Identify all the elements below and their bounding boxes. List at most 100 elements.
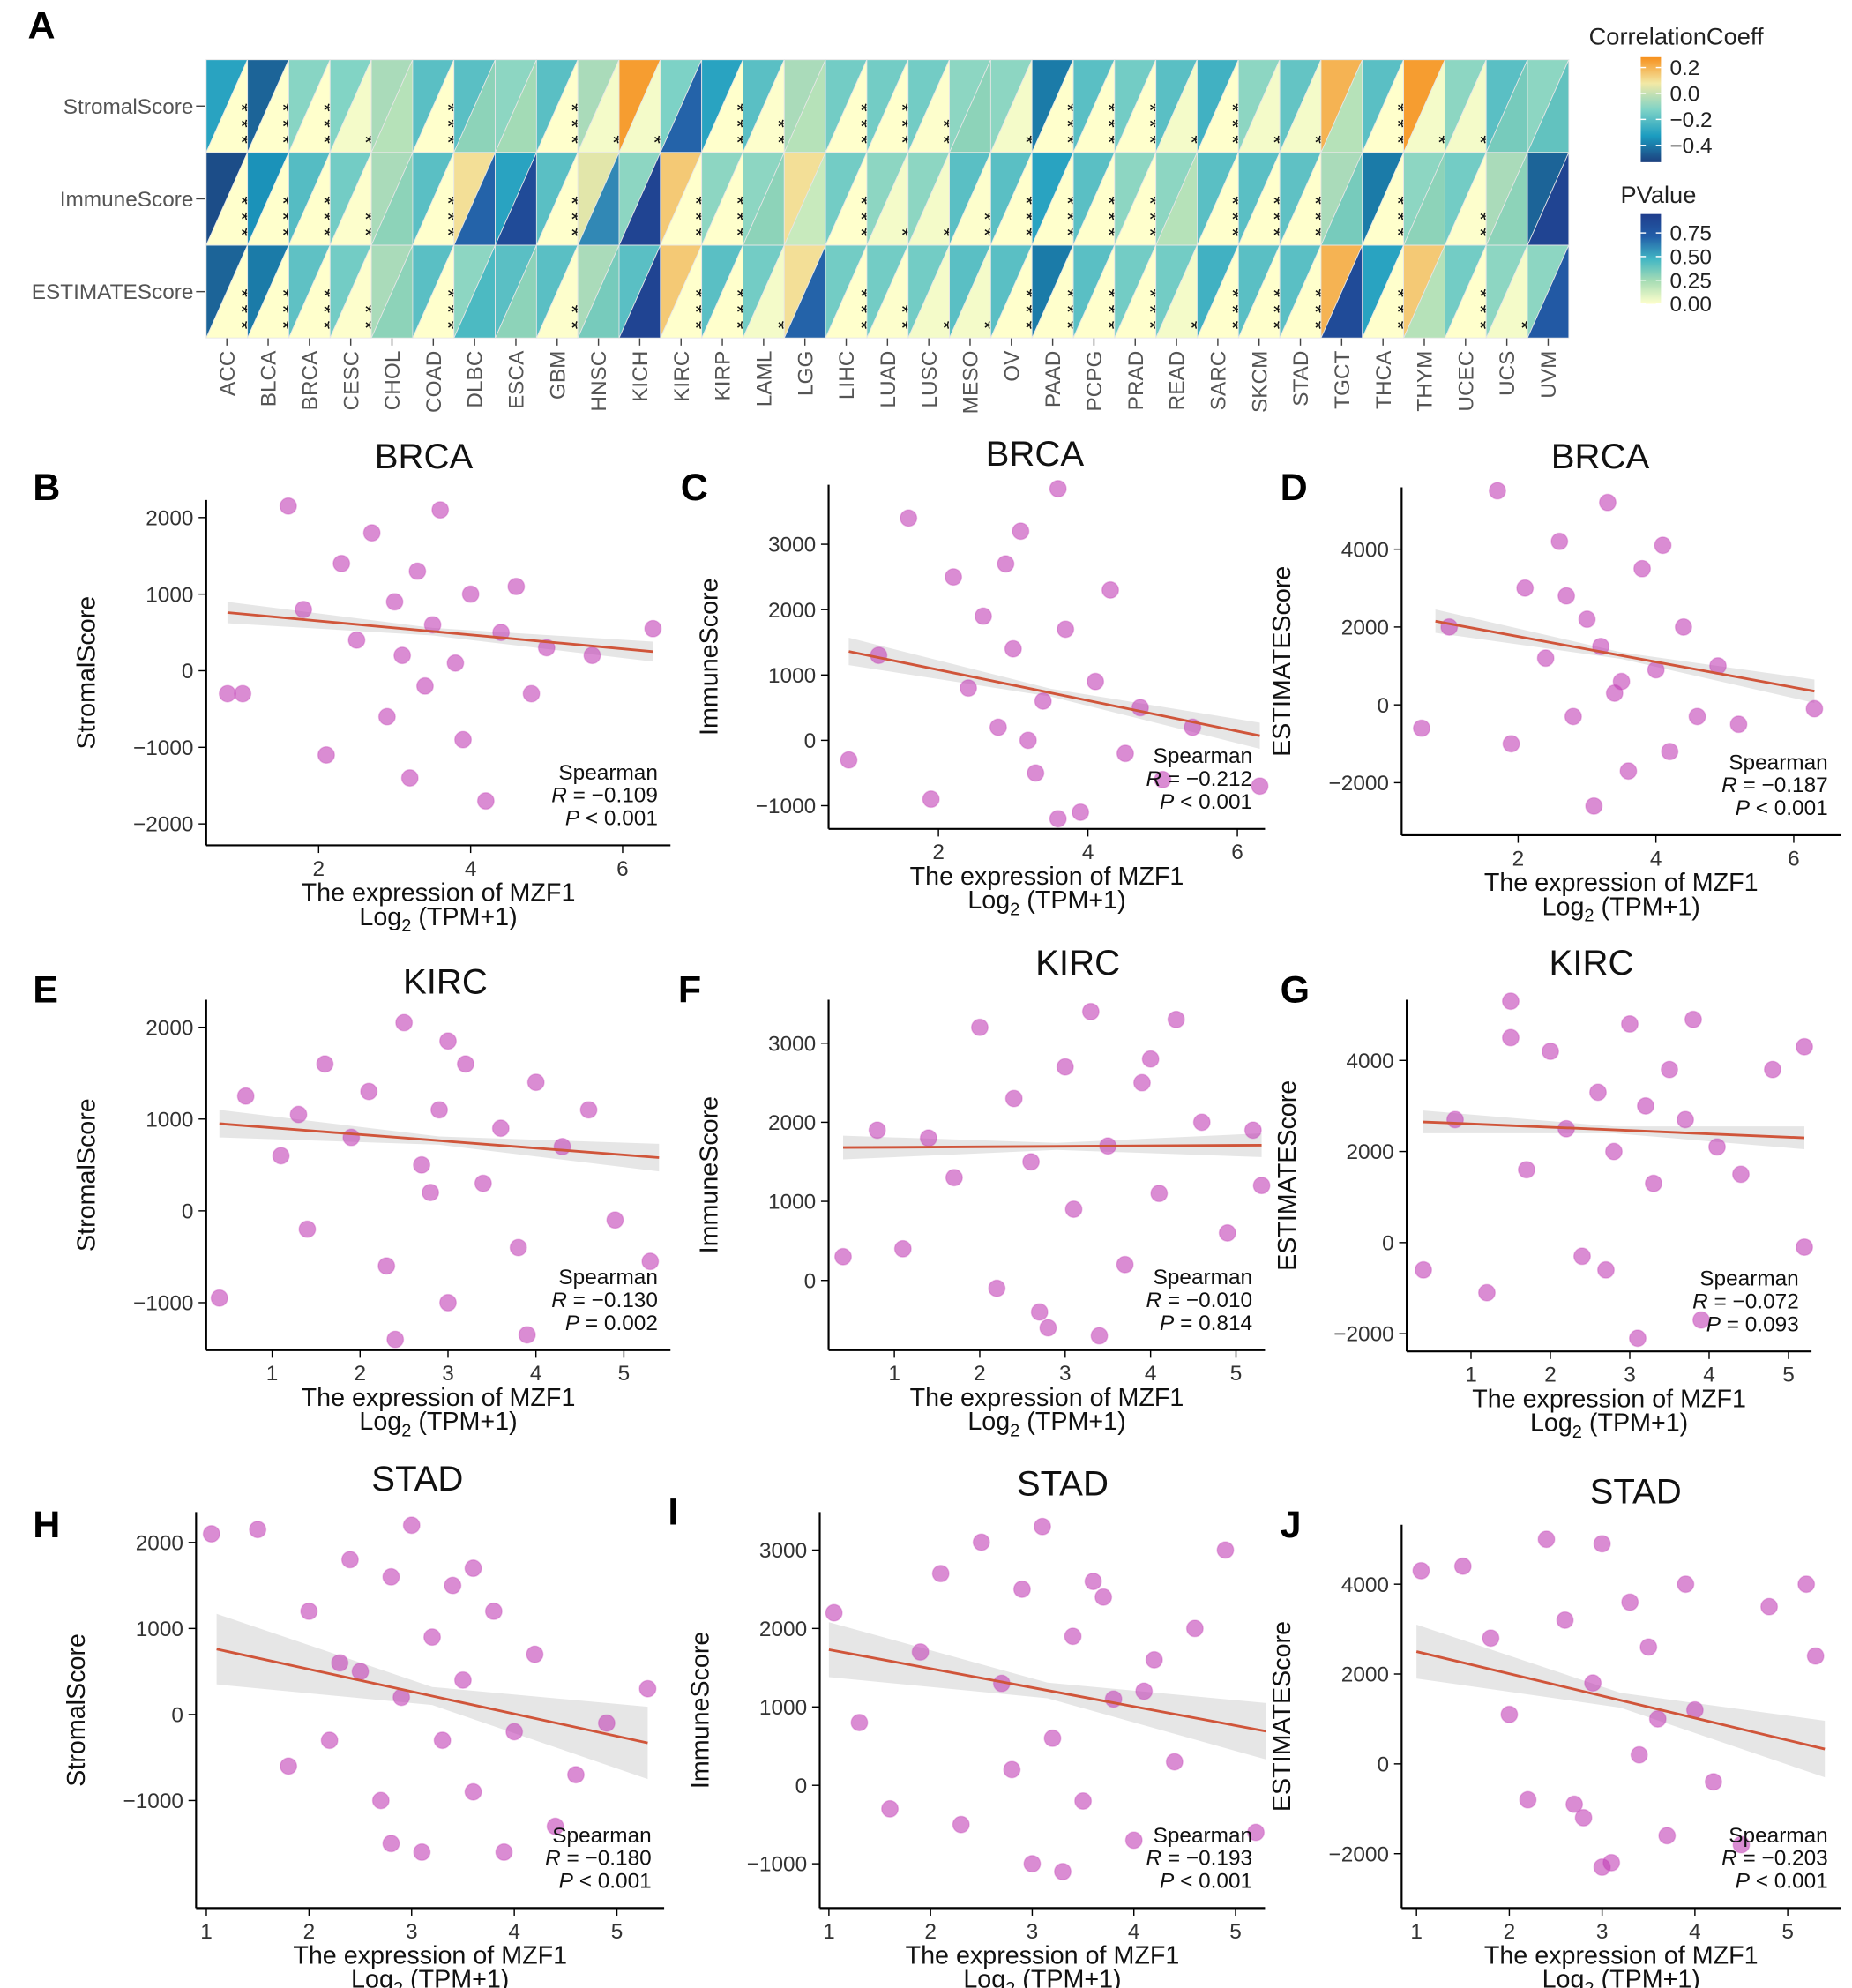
stat-p: P < 0.001 — [1736, 1869, 1828, 1893]
y-tick-label: −1000 — [756, 795, 816, 818]
data-point — [474, 1174, 492, 1192]
y-tick-label: 4000 — [1341, 1573, 1389, 1597]
column-label: PAAD — [1042, 351, 1065, 408]
data-point — [1039, 1319, 1057, 1337]
unit-rest: (TPM+1) — [1019, 1408, 1125, 1436]
data-point — [597, 1714, 616, 1732]
regression-line — [843, 1143, 1262, 1149]
unit-subscript: 2 — [401, 1421, 411, 1440]
x-tick-label: 5 — [611, 1920, 624, 1944]
data-point — [1412, 719, 1431, 737]
stat-p: P < 0.001 — [1160, 790, 1252, 814]
x-axis-unit: Log2 (TPM+1) — [1542, 1966, 1700, 1988]
data-point — [1593, 1535, 1611, 1553]
data-point — [1658, 1827, 1677, 1845]
stat-symbol: P — [1706, 1312, 1721, 1336]
data-point — [1677, 1575, 1695, 1594]
data-point — [433, 1731, 452, 1750]
chart-title: KIRC — [1550, 943, 1634, 983]
data-point — [1019, 731, 1037, 750]
data-point — [1707, 1138, 1727, 1156]
stat-value: = 0.002 — [579, 1312, 658, 1335]
data-point — [1064, 1627, 1082, 1646]
unit-subscript: 2 — [1584, 907, 1594, 926]
legend-tick-label: −0.4 — [1669, 134, 1712, 158]
data-point — [1633, 559, 1652, 578]
data-point — [464, 1559, 482, 1578]
data-point — [279, 497, 297, 515]
data-point — [1648, 1709, 1667, 1728]
x-axis-label: The expression of MZF1 — [302, 1384, 576, 1412]
data-point — [1049, 810, 1067, 828]
x-tick-label: 2 — [974, 1362, 986, 1386]
data-point — [988, 1279, 1006, 1297]
x-axis-label: The expression of MZF1 — [910, 1384, 1184, 1412]
stat-p: P = 0.093 — [1706, 1312, 1799, 1336]
data-point — [1012, 1580, 1031, 1598]
data-point — [1243, 1121, 1262, 1140]
x-tick-label: 1 — [823, 1920, 835, 1944]
data-point — [1072, 803, 1090, 821]
y-axis-label: ImmuneScore — [695, 578, 723, 735]
x-tick-label: 4 — [1703, 1364, 1715, 1387]
data-point — [1516, 579, 1535, 597]
data-point — [395, 1013, 414, 1032]
data-point — [1578, 610, 1596, 629]
data-point — [1023, 1855, 1042, 1873]
column-label: SKCM — [1248, 351, 1272, 413]
unit-rest: (TPM+1) — [1594, 1966, 1700, 1988]
unit-subscript: 2 — [1572, 1423, 1582, 1442]
panel-letter: D — [1281, 467, 1308, 509]
stat-method: Spearman — [1154, 744, 1252, 768]
x-tick-label: 1 — [266, 1362, 279, 1386]
y-tick-label: 3000 — [768, 1032, 816, 1056]
pvalue-cell — [1527, 244, 1570, 339]
data-point — [850, 1714, 869, 1732]
chart-title: BRCA — [986, 434, 1085, 474]
data-point — [1027, 764, 1045, 782]
data-point — [1585, 796, 1603, 815]
stat-symbol: R — [1146, 767, 1161, 791]
column-label: CESC — [340, 351, 363, 411]
data-point — [881, 1799, 900, 1818]
column-label: LUAD — [877, 351, 900, 408]
y-tick-label: 0 — [1377, 694, 1389, 718]
row-label: ESTIMATEScore — [32, 280, 194, 304]
x-tick-label: 5 — [1781, 1920, 1794, 1944]
legend-tick-label: 0.2 — [1669, 56, 1699, 80]
y-tick-label: −1000 — [123, 1790, 183, 1813]
stat-value: < 0.001 — [1750, 1869, 1828, 1893]
y-tick-label: 2000 — [1341, 617, 1389, 640]
data-point — [1414, 1260, 1433, 1279]
data-point — [1141, 1050, 1160, 1068]
data-point — [579, 1101, 598, 1119]
column-label: THCA — [1372, 350, 1396, 409]
regression-line — [227, 611, 653, 654]
data-point — [331, 1654, 349, 1672]
y-axis-label: ImmuneScore — [695, 1096, 723, 1253]
data-point — [989, 718, 1007, 736]
data-point — [644, 619, 662, 638]
column-label: GBM — [546, 351, 570, 400]
x-tick-label: 2 — [1544, 1364, 1557, 1387]
x-axis-unit: Log2 (TPM+1) — [351, 1966, 509, 1988]
panel-letter: F — [678, 968, 701, 1011]
legend-tick-label: 0.00 — [1669, 293, 1711, 317]
x-tick-label: 4 — [1145, 1362, 1157, 1386]
data-point — [1043, 1729, 1062, 1747]
y-tick-label: −1000 — [747, 1853, 807, 1877]
unit-rest: (TPM+1) — [1582, 1409, 1688, 1438]
y-tick-label: 1000 — [768, 664, 816, 688]
data-point — [566, 1766, 586, 1784]
data-point — [1150, 1185, 1169, 1203]
data-point — [825, 1603, 843, 1622]
y-tick-label: 0 — [182, 1200, 194, 1223]
data-point — [1124, 1831, 1143, 1850]
x-tick-label: 4 — [1082, 841, 1094, 864]
x-tick-label: 4 — [1128, 1920, 1140, 1944]
y-tick-label: −2000 — [1333, 1323, 1393, 1347]
stat-method: Spearman — [552, 1824, 651, 1848]
y-axis-label: ImmuneScore — [686, 1632, 714, 1789]
data-point — [505, 1723, 524, 1741]
panel-letter: E — [33, 968, 58, 1011]
